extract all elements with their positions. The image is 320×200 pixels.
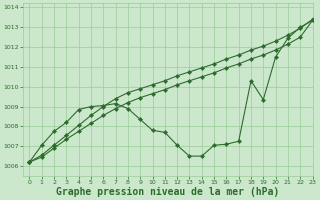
X-axis label: Graphe pression niveau de la mer (hPa): Graphe pression niveau de la mer (hPa) [56, 186, 280, 197]
